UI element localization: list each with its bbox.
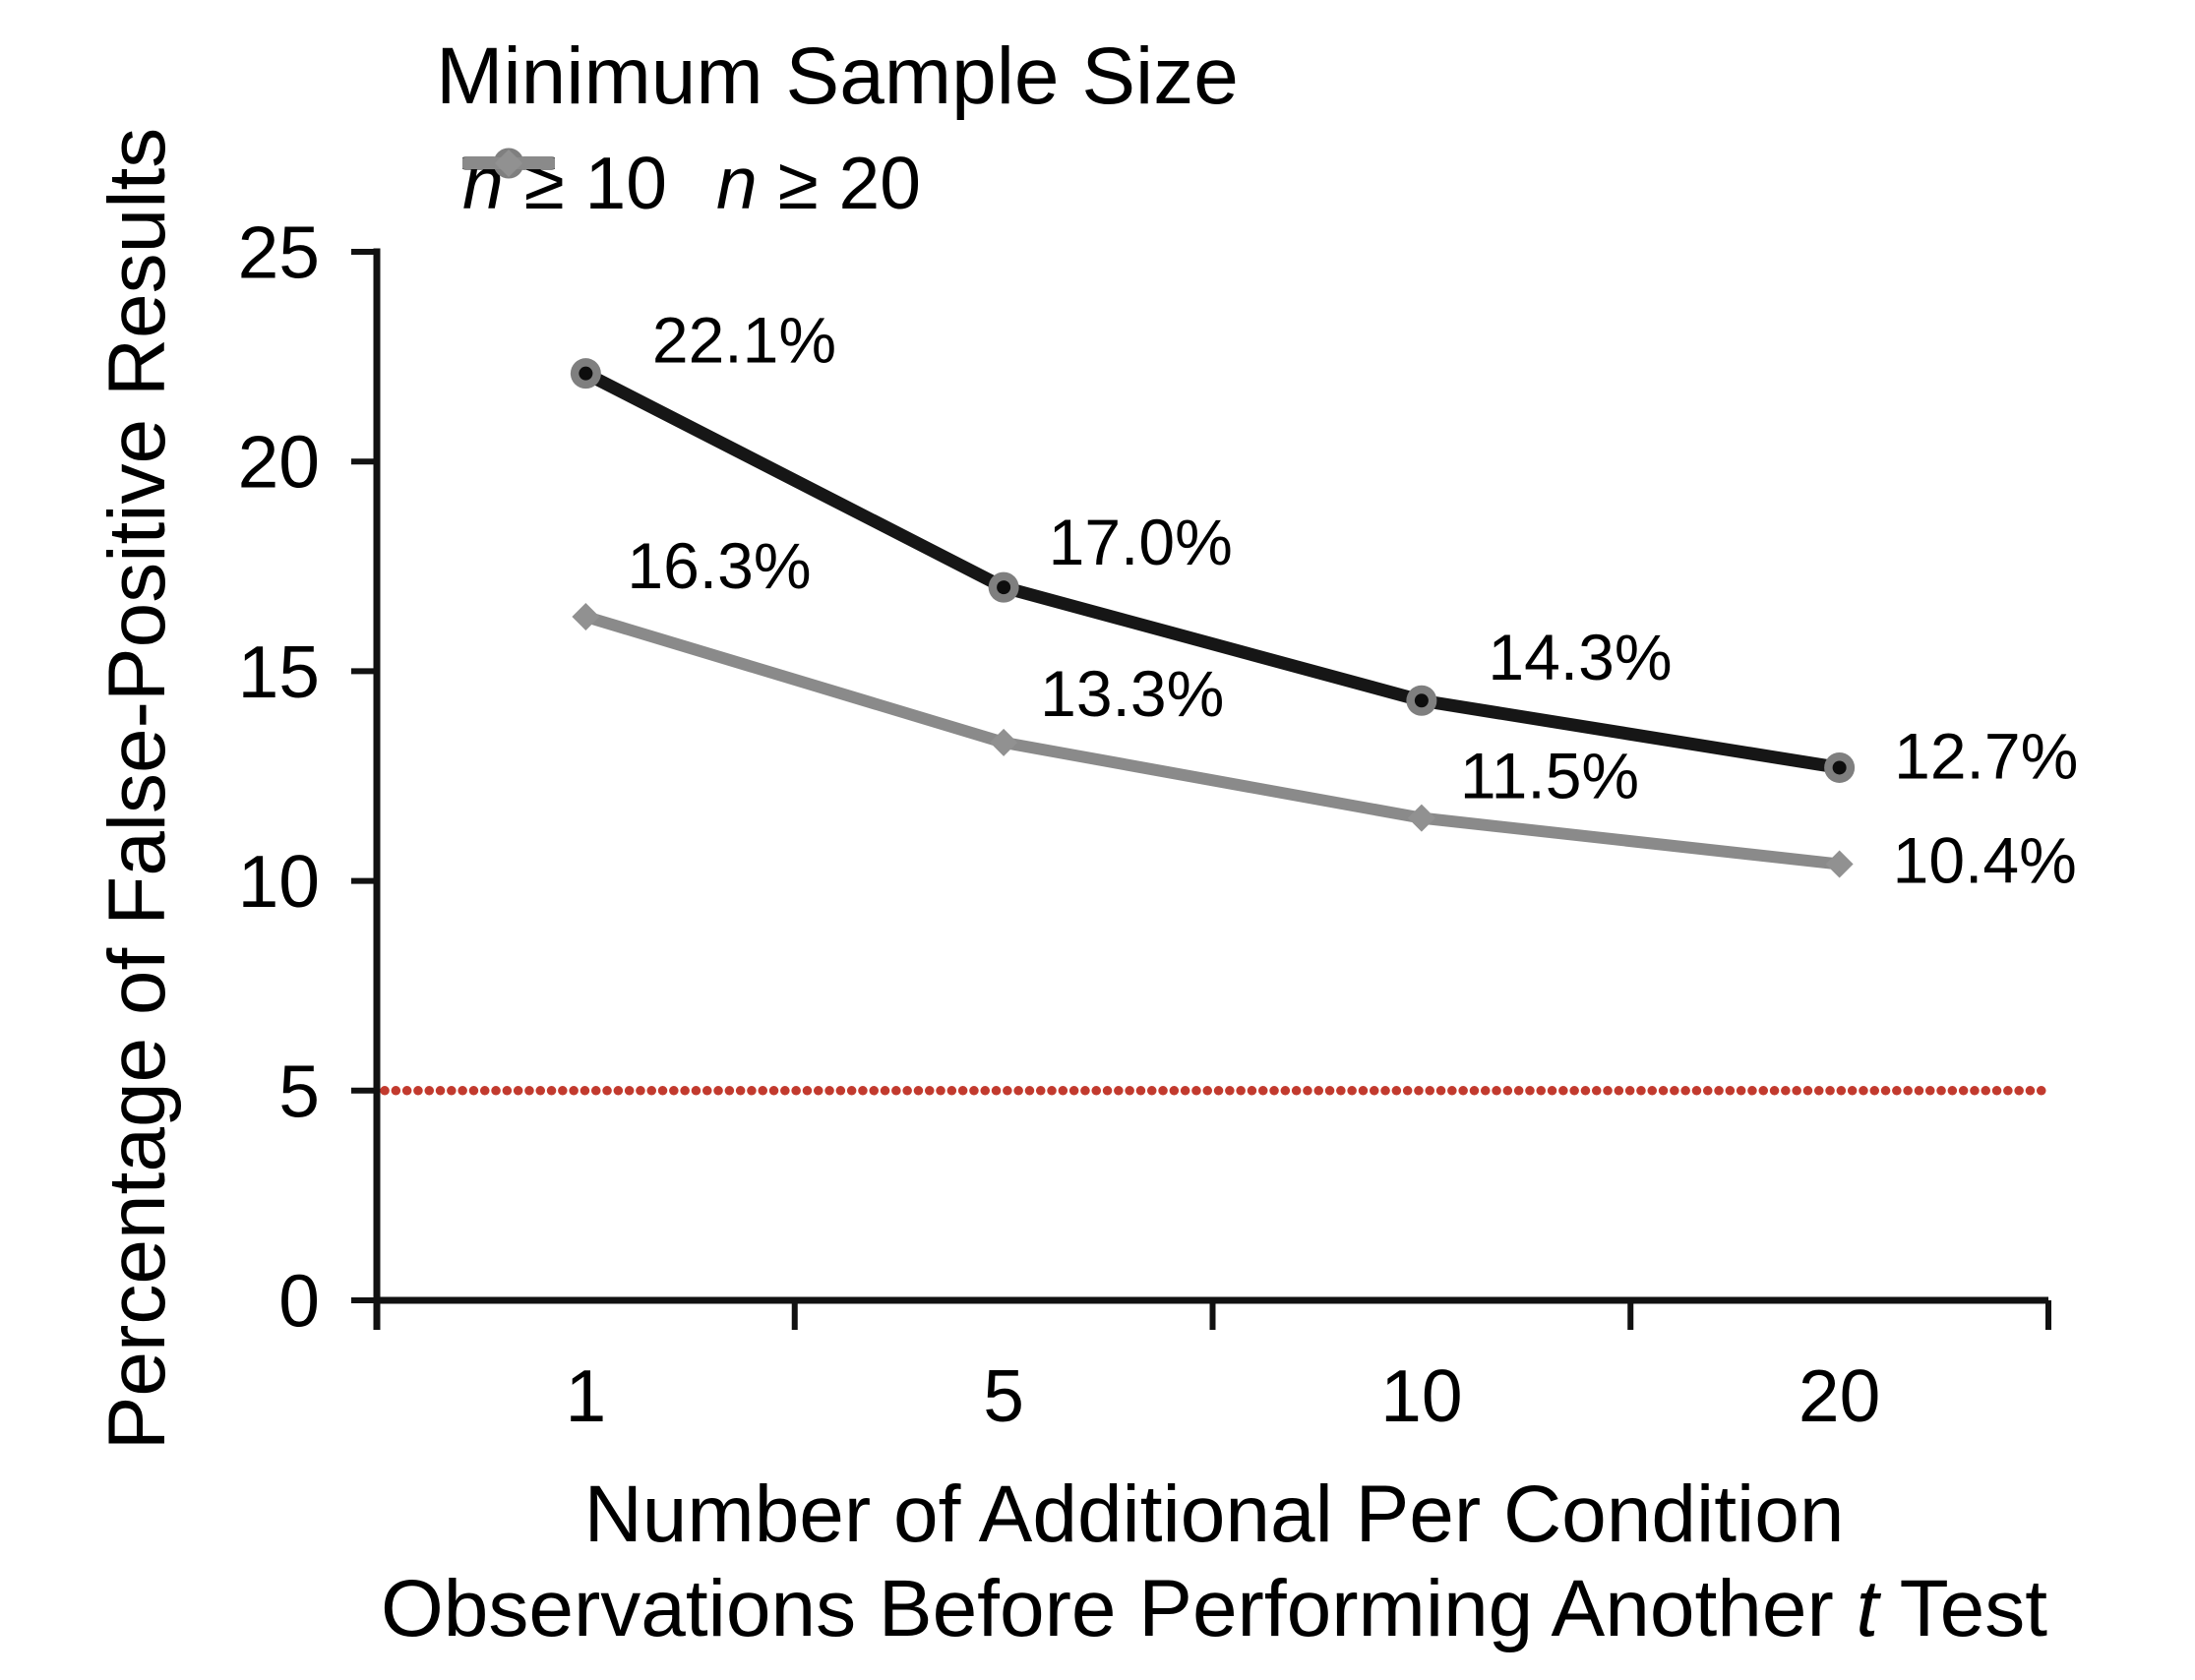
y-tick-label: 0	[278, 1260, 320, 1343]
y-tick-label: 10	[238, 840, 320, 923]
series-line	[579, 610, 1846, 870]
x-axis-title-line2: Observations Before Performing Another t…	[380, 1564, 2048, 1653]
circle-marker-core	[1832, 760, 1847, 775]
data-label: 11.5%	[1460, 740, 1639, 812]
data-label: 17.0%	[1049, 506, 1233, 578]
diamond-marker-icon	[990, 728, 1018, 756]
y-axis-title: Percentage of False-Positive Results	[92, 127, 182, 1451]
x-tick-label: 5	[983, 1354, 1024, 1437]
x-tick-label: 20	[1799, 1354, 1880, 1437]
y-tick-label: 15	[238, 630, 320, 713]
data-label: 12.7%	[1894, 719, 2078, 792]
x-tick-label: 10	[1380, 1354, 1462, 1437]
legend-item-label: n ≥ 10	[462, 142, 667, 224]
data-label: 22.1%	[652, 304, 836, 377]
circle-marker-core	[1414, 693, 1429, 708]
y-tick-label: 25	[238, 211, 320, 294]
circle-marker-core	[997, 580, 1011, 595]
series-line	[579, 367, 1847, 774]
diamond-marker-icon	[495, 150, 522, 177]
y-tick-label: 5	[278, 1050, 320, 1132]
diamond-marker-icon	[572, 602, 600, 630]
data-label: 16.3%	[627, 529, 811, 602]
data-label: 13.3%	[1040, 657, 1224, 730]
legend-title: Minimum Sample Size	[436, 31, 1239, 121]
x-axis-title-line1: Number of Additional Per Condition	[583, 1470, 1845, 1559]
data-label: 10.4%	[1893, 824, 2077, 897]
x-tick-label: 1	[566, 1354, 607, 1437]
legend-item-label: n ≥ 20	[715, 142, 921, 224]
legend: n ≥ 10 n ≥ 20	[462, 141, 970, 225]
diamond-marker-icon	[1407, 804, 1435, 832]
circle-marker-core	[579, 366, 593, 381]
y-tick-label: 20	[238, 421, 320, 504]
data-label: 14.3%	[1488, 621, 1672, 693]
legend-item: n ≥ 20	[462, 141, 921, 225]
legend-marker	[462, 150, 555, 177]
diamond-marker-icon	[1825, 850, 1854, 878]
